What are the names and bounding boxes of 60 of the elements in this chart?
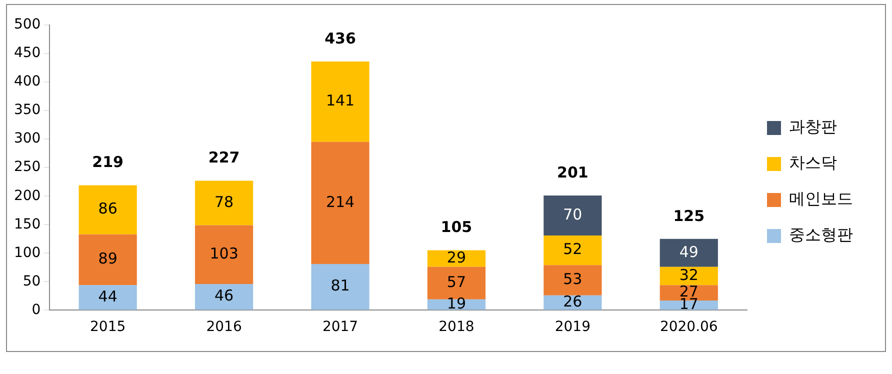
data-label: 32 xyxy=(679,266,698,284)
total-label: 219 xyxy=(92,153,124,172)
data-label: 26 xyxy=(563,292,582,310)
bar xyxy=(660,266,718,286)
data-label: 103 xyxy=(210,244,238,262)
data-label: 29 xyxy=(446,248,466,266)
y-tick-label: 150 xyxy=(14,216,41,232)
legend-label: 중소형판 xyxy=(789,225,853,244)
bar xyxy=(544,265,602,296)
legend-label: 메인보드 xyxy=(789,189,853,208)
bar xyxy=(311,62,370,142)
x-tick-label: 2018 xyxy=(438,319,474,336)
y-tick-label: 300 xyxy=(14,130,41,147)
y-tick-label: 350 xyxy=(14,102,41,118)
x-tick-label: 2016 xyxy=(206,319,242,336)
data-label: 19 xyxy=(446,294,466,312)
data-label: 52 xyxy=(563,240,582,258)
bar xyxy=(311,142,370,264)
data-label: 81 xyxy=(330,276,350,295)
data-label: 53 xyxy=(563,270,582,288)
bar xyxy=(194,225,254,284)
bar xyxy=(544,235,602,266)
data-label: 86 xyxy=(98,200,118,218)
total-label: 201 xyxy=(557,163,588,182)
x-tick-label: 2019 xyxy=(554,319,590,336)
bar xyxy=(660,238,718,267)
total-label: 125 xyxy=(673,206,705,225)
data-label: 46 xyxy=(214,286,234,305)
y-tick-label: 250 xyxy=(14,159,41,176)
data-label: 89 xyxy=(98,250,118,268)
x-tick-label: 2020.06 xyxy=(660,319,718,336)
y-tick-label: 0 xyxy=(32,302,41,318)
data-label: 78 xyxy=(214,192,234,211)
y-tick-label: 100 xyxy=(14,244,41,261)
bar xyxy=(78,234,137,286)
bar xyxy=(427,250,486,267)
y-tick-label: 400 xyxy=(14,74,41,90)
bar xyxy=(194,284,254,310)
bar xyxy=(78,285,137,310)
x-tick-label: 2015 xyxy=(90,319,126,336)
bar xyxy=(78,185,137,234)
data-label: 70 xyxy=(563,205,582,224)
legend-label: 차스닥 xyxy=(789,153,837,172)
bar xyxy=(544,196,602,236)
data-label: 214 xyxy=(326,192,355,211)
bar xyxy=(311,264,370,310)
total-label: 436 xyxy=(324,29,356,48)
total-label: 105 xyxy=(440,218,472,236)
data-label: 49 xyxy=(679,242,698,261)
y-tick-label: 200 xyxy=(14,188,41,204)
y-tick-label: 500 xyxy=(14,16,41,33)
legend-label: 과창판 xyxy=(789,117,837,136)
data-label: 57 xyxy=(446,272,466,291)
y-tick-label: 50 xyxy=(22,273,41,290)
total-label: 227 xyxy=(208,148,240,167)
bar xyxy=(194,180,254,226)
y-tick-label: 450 xyxy=(14,45,41,62)
x-tick-label: 2017 xyxy=(322,319,358,336)
data-label: 141 xyxy=(326,92,355,110)
data-label: 44 xyxy=(98,287,118,306)
